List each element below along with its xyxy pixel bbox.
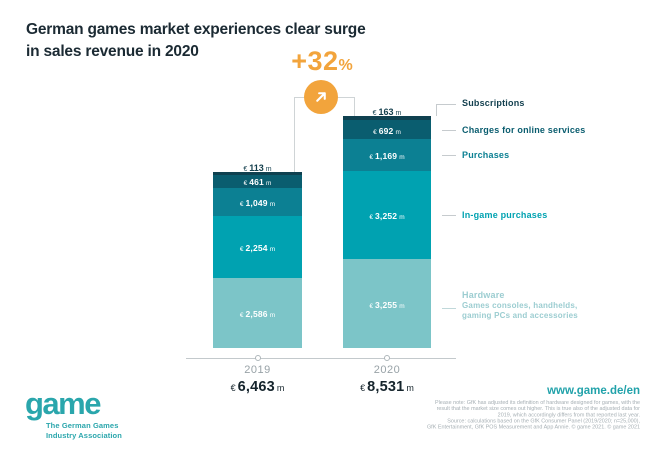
value-label-part: 2,254 <box>245 242 268 253</box>
segment-value-label: €3,255 m <box>369 295 404 313</box>
segment-value-label: €113 m <box>243 158 271 175</box>
arrow-up-right-icon <box>316 92 326 102</box>
value-label-part: € <box>239 311 244 319</box>
value-label-part: 1,169 <box>374 150 398 161</box>
growth-badge: +32% <box>270 46 374 77</box>
segment-value-label-outside: €163 m <box>343 102 431 120</box>
total-label-part: € <box>230 383 236 393</box>
value-label-part: m <box>399 302 405 310</box>
legend-item-hardware: Hardware Games consoles, handhelds, gamin… <box>462 289 578 322</box>
value-label-part: 461 <box>249 177 264 188</box>
legend-label: In-game purchases <box>462 210 548 221</box>
value-label-part: m <box>269 245 276 253</box>
legend-label: Charges for online services <box>462 124 586 135</box>
total-label-part: 6,463 <box>237 379 275 395</box>
axis-marker-2020 <box>384 355 390 361</box>
stacked-bar-2020: €692 m €1,169 m €3,252 m €3,255 m <box>343 115 431 348</box>
segment-value-label: €1,169 m <box>369 146 404 164</box>
growth-percent-sign: % <box>338 57 353 74</box>
legend-item-subscriptions: Subscriptions <box>462 97 525 109</box>
value-label-part: € <box>369 153 373 161</box>
value-label-part: m <box>399 153 405 161</box>
year-label-2019: 2019 <box>244 364 271 376</box>
total-label-part: m <box>276 383 285 393</box>
total-label-2020: €8,531 m <box>332 378 442 396</box>
value-label-part: m <box>399 214 405 222</box>
legend-connector <box>442 129 456 131</box>
legend-label: Subscriptions <box>462 98 525 108</box>
legend-connector <box>442 307 456 309</box>
logo-subtitle: The German Games Industry Association <box>46 421 122 441</box>
legend-connector-elbow-v <box>436 104 437 116</box>
game-logo: game <box>25 386 101 421</box>
bar-segment-in-game-purchases: €3,252 m <box>343 170 431 260</box>
value-label-part: € <box>239 200 244 208</box>
value-label-part: € <box>372 109 377 117</box>
axis-marker-2019 <box>254 355 261 361</box>
growth-arrow-circle <box>304 80 338 114</box>
growth-value-label: +32 <box>291 46 339 76</box>
axis-line <box>186 358 456 359</box>
segment-value-label: €1,049 m <box>240 193 275 211</box>
value-label-part: € <box>369 302 373 310</box>
legend-item-in-game-purchases: In-game purchases <box>462 209 547 221</box>
total-label-part: m <box>406 383 414 393</box>
total-label-2019: €6,463 m <box>203 378 313 396</box>
bar-segment-hardware: €3,255 m <box>343 259 431 348</box>
total-label-part: 8,531 <box>367 379 405 395</box>
bar-segment-purchases: €1,049 m <box>213 187 302 217</box>
year-label-2020: 2020 <box>373 364 401 376</box>
value-label-part: € <box>239 245 244 253</box>
bracket-line-left <box>294 97 295 172</box>
segment-value-label: €2,586 m <box>240 304 275 322</box>
bracket-line-right <box>354 97 355 116</box>
value-label-part: € <box>243 180 248 188</box>
segment-value-label-outside: €113 m <box>213 158 302 176</box>
bar-segment-in-game-purchases: €2,254 m <box>213 216 302 278</box>
value-label-part: 3,255 <box>374 299 398 310</box>
stacked-bar-2019: €461 m €1,049 m €2,254 m €2,586 m <box>213 172 302 348</box>
segment-value-label: €2,254 m <box>240 238 275 256</box>
bar-segment-subscriptions <box>343 115 431 121</box>
value-label-part: m <box>269 200 276 208</box>
legend-label: Hardware <box>462 289 505 300</box>
value-label-part: m <box>269 311 276 319</box>
legend-connector <box>442 215 456 217</box>
segment-value-label: €461 m <box>244 172 272 190</box>
segment-value-label: €692 m <box>373 121 401 139</box>
legend-item-purchases: Purchases <box>462 149 509 161</box>
value-label-part: € <box>373 128 377 136</box>
value-label-part: 113 <box>249 163 264 173</box>
value-label-part: 2,586 <box>245 308 268 319</box>
legend-connector-elbow-h <box>436 104 456 105</box>
bar-segment-charges-for-online-services: €461 m <box>213 175 302 188</box>
legend-sublabel: Games consoles, handhelds, gaming PCs an… <box>462 300 578 321</box>
bar-segment-charges-for-online-services: €692 m <box>343 120 431 139</box>
value-label-part: € <box>369 214 373 222</box>
value-label-part: 163 <box>378 106 394 117</box>
bar-segment-hardware: €2,586 m <box>213 277 302 348</box>
value-label-part: 1,049 <box>245 197 268 208</box>
value-label-part: m <box>266 180 272 188</box>
value-label-part: m <box>265 166 272 173</box>
value-label-part: 3,252 <box>374 211 398 222</box>
bar-segment-subscriptions <box>213 172 302 176</box>
segment-value-label: €163 m <box>373 102 402 119</box>
chart-title: German games market experiences clear su… <box>26 21 366 61</box>
value-label-part: m <box>395 128 401 136</box>
total-label-part: € <box>360 383 366 393</box>
disclaimer-note: Please note: GfK has adjusted its defini… <box>426 399 640 430</box>
legend-label: Purchases <box>462 149 510 160</box>
value-label-part: m <box>395 109 402 117</box>
segment-value-label: €3,252 m <box>369 206 404 224</box>
legend-connector <box>442 154 456 156</box>
legend-item-charges-for-online-services: Charges for online services <box>462 124 585 136</box>
value-label-part: € <box>243 166 248 173</box>
website-link[interactable]: www.game.de/en <box>547 385 640 397</box>
value-label-part: 692 <box>378 125 394 136</box>
bar-segment-purchases: €1,169 m <box>343 138 431 171</box>
